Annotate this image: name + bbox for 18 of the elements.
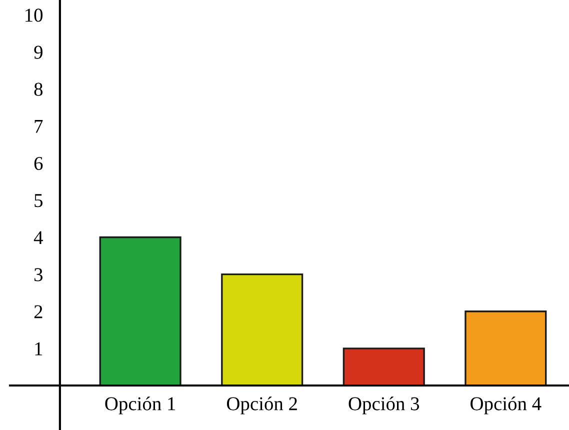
y-tick-label: 2: [34, 305, 42, 318]
y-tick-label: 5: [34, 194, 43, 208]
bar: [99, 236, 182, 386]
bar: [342, 348, 425, 386]
y-tick-label: 10: [26, 8, 43, 22]
x-tick-label: Opción 4: [470, 396, 542, 414]
y-tick-label: 6: [34, 156, 43, 170]
y-tick-label: 7: [34, 120, 43, 133]
y-tick-label: 8: [34, 82, 43, 96]
bar: [464, 310, 547, 386]
bar: [221, 273, 304, 386]
y-tick-label: 1: [35, 342, 42, 356]
x-tick-label: Opción 3: [348, 396, 420, 414]
y-tick-label: 3: [34, 268, 43, 282]
y-tick-label: 9: [34, 46, 42, 59]
y-tick-label: 4: [34, 231, 43, 244]
x-tick-label: Opción 2: [226, 396, 297, 414]
x-tick-label: Opción 1: [105, 396, 176, 414]
